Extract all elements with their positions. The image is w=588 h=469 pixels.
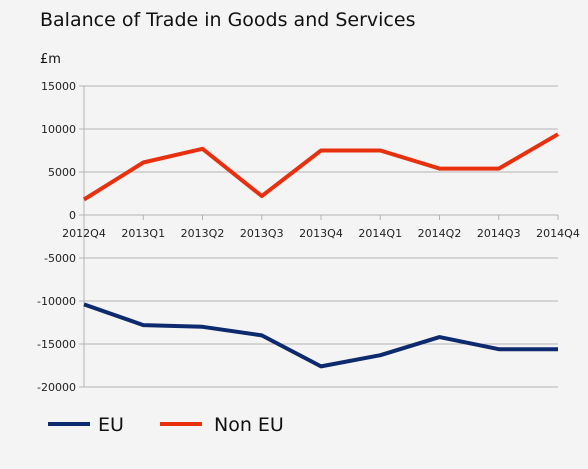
y-tick-label: -20000 [37,381,76,394]
y-tick-label: 0 [69,209,76,222]
x-tick-label: 2013Q3 [240,227,284,240]
y-tick-label: -5000 [44,252,76,265]
y-axis-unit-label: £m [40,52,61,67]
y-axis-ticks: 15000 10000 5000 0 -5000 -10000 -15000 -20000 [37,80,76,394]
x-tick-label: 2014Q4 [536,227,580,240]
x-tick-label: 2013Q1 [121,227,165,240]
x-tick-label: 2014Q2 [418,227,462,240]
y-tick-label: -10000 [37,295,76,308]
x-tick-label: 2012Q4 [62,227,106,240]
y-tick-label: 5000 [48,166,76,179]
series-line-eu [83,302,558,369]
legend: EU Non EU [48,414,284,436]
y-tick-label: 15000 [41,80,76,93]
legend-label-eu: EU [98,414,124,436]
legend-label-non-eu: Non EU [214,414,284,436]
series-line-non-eu [82,132,560,202]
x-axis-ticks: 2012Q4 2013Q1 2013Q2 2013Q3 2013Q4 2014Q1 2014… [62,215,580,240]
x-tick-label: 2013Q4 [299,227,343,240]
x-tick-label: 2014Q1 [358,227,402,240]
series-lines [82,132,560,369]
x-tick-label: 2014Q3 [477,227,521,240]
chart-title: Balance of Trade in Goods and Services [40,9,415,31]
x-tick-label: 2013Q2 [181,227,225,240]
y-tick-label: -15000 [37,338,76,351]
y-tick-label: 10000 [41,123,76,136]
